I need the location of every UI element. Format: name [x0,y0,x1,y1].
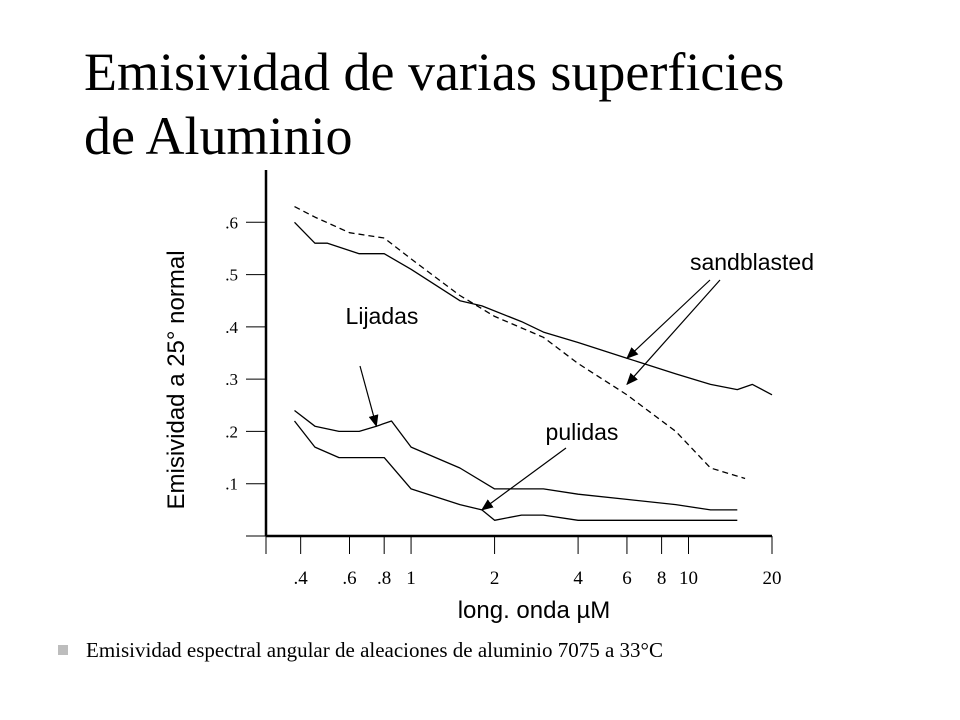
title-line-1: Emisividad de varias superficies [84,42,785,102]
caption: Emisividad espectral angular de aleacion… [58,638,938,663]
y-tick-label-2: .3 [225,370,238,389]
x-tick-label-8: 10 [679,568,698,589]
series-layer [293,206,773,521]
series-line-1 [294,221,773,396]
caption-text: Emisividad espectral angular de aleacion… [86,638,663,662]
y-tick-label-3: .4 [225,318,238,337]
annotation-arrow-1-0 [359,365,379,428]
slide-title: Emisividad de varias superficies de Alum… [84,40,904,168]
y-tick-label-1: .2 [225,422,238,441]
axes: .1 .2 .3 .4 .5 .6 .4 .6 .8 1 2 4 6 8 10 20 [225,170,782,589]
annotation-arrow-0-0 [626,279,711,359]
annotation-lijadas: Lijadas [346,303,419,329]
y-axis-label: Emisividad a 25° normal [163,250,190,509]
x-tick-label-7: 8 [657,568,667,589]
series-line-2 [294,409,738,511]
x-tick-label-2: .8 [377,568,391,589]
x-tick-label-4: 2 [490,568,500,589]
x-axis-label: long. onda µM [458,597,611,624]
y-tick-label-5: .6 [225,213,238,232]
series-line-0 [294,206,746,480]
x-tick-label-0: .4 [294,568,309,589]
x-tick-label-3: 1 [406,568,416,589]
x-tick-label-5: 4 [573,568,583,589]
annotation-pulidas: pulidas [546,419,619,445]
x-tick-label-6: 6 [622,568,632,589]
x-tick-label-1: .6 [342,568,356,589]
bullet-icon [58,645,68,656]
x-tick-label-9: 20 [763,568,782,589]
y-tick-label-0: .1 [225,475,238,494]
annotation-arrow-2-0 [481,447,567,511]
annotations: sandblasted Lijadas pulidas [346,249,814,511]
y-tick-label-4: .5 [225,266,238,285]
title-line-2: de Aluminio [84,106,353,166]
annotation-arrow-0-1 [626,279,721,386]
series-line-3 [293,420,738,521]
annotation-sandblasted: sandblasted [690,249,814,275]
